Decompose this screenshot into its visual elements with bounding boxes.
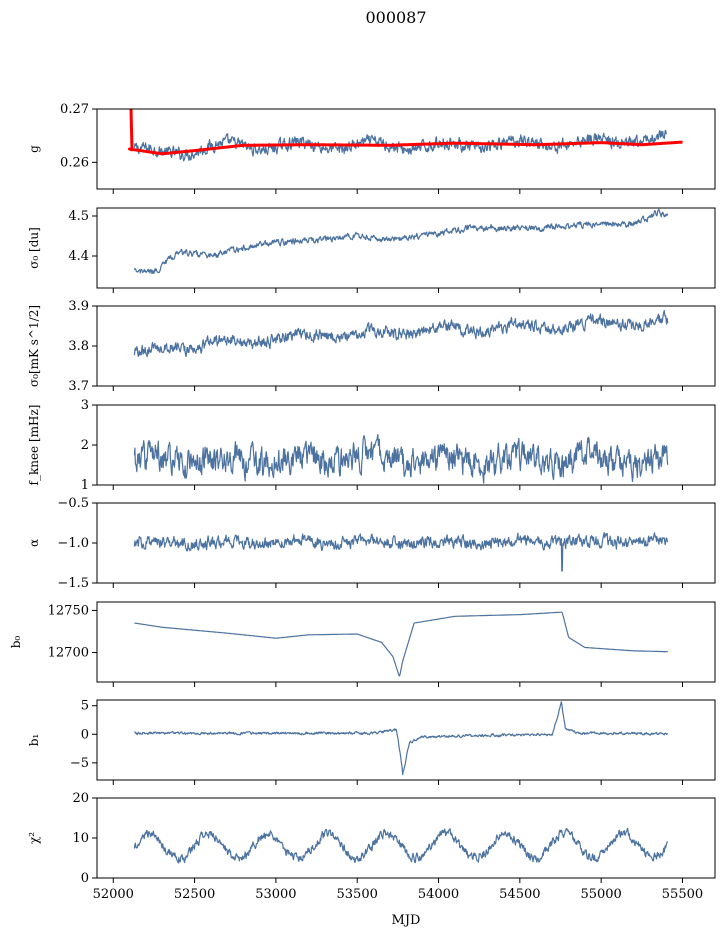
panels: 0.26 0.27 g 4.4 4.5 σ₀ [du] 3.7 3.8 3.9 σ₀[mK s^1…	[9, 102, 716, 902]
y-tick-label: 20	[72, 791, 89, 806]
x-axis-label: MJD	[392, 913, 421, 928]
panel-frame	[96, 699, 716, 781]
x-tick-label: 52500	[174, 887, 215, 902]
y-tick-label: 10	[72, 831, 89, 846]
series-line	[134, 611, 668, 677]
x-tick-label: 53500	[337, 887, 378, 902]
y-tick-label: 3.7	[68, 379, 89, 394]
series-line	[133, 701, 668, 776]
y-axis-label: σ₀[mK s^1/2]	[27, 305, 41, 387]
x-tick-label: 55500	[662, 887, 703, 902]
y-tick-label: 3	[81, 398, 89, 413]
series-line	[133, 532, 669, 572]
y-tick-label: −1.0	[57, 536, 89, 551]
x-tick-label: 53000	[255, 887, 296, 902]
panel-3: 3.7 3.8 3.9 σ₀[mK s^1/2]	[27, 299, 716, 394]
y-tick-label: 2	[81, 438, 89, 453]
y-axis-label: χ²	[27, 832, 41, 844]
y-axis-label: g	[27, 145, 41, 153]
x-tick-label: 52000	[93, 887, 134, 902]
panel-frame	[96, 601, 716, 683]
x-tick-label: 54500	[499, 887, 540, 902]
figure-title: 000087	[365, 8, 426, 27]
panel-6: 12700 12750 b₀	[9, 601, 716, 687]
y-tick-label: 5	[81, 699, 89, 714]
y-tick-label: 4.4	[68, 249, 89, 264]
y-tick-label: 0	[81, 727, 89, 742]
panel-frame	[96, 207, 716, 289]
y-tick-label: 0	[81, 871, 89, 886]
y-tick-label: 12750	[48, 603, 89, 618]
y-axis-label: b₀	[9, 636, 23, 649]
panel-frame	[96, 108, 716, 190]
x-tick-label: 55000	[580, 887, 621, 902]
panel-1: 0.26 0.27 g	[27, 102, 716, 194]
y-tick-label: 0.26	[60, 155, 89, 170]
y-tick-label: 12700	[48, 646, 89, 661]
y-tick-label: −0.5	[57, 496, 89, 511]
y-tick-label: −1.5	[57, 576, 89, 591]
y-tick-label: 4.5	[68, 209, 89, 224]
y-axis-label: f_knee [mHz]	[27, 405, 41, 486]
x-tick-label: 54000	[418, 887, 459, 902]
series-line	[133, 827, 668, 864]
y-tick-label: −5	[70, 756, 89, 771]
panel-7: −5 0 5 b₁	[27, 699, 716, 785]
series-line	[133, 434, 669, 484]
panel-4: 1 2 3 f_knee [mHz]	[27, 398, 716, 493]
panel-frame	[96, 797, 716, 879]
y-tick-label: 3.9	[68, 299, 89, 314]
y-tick-label: 1	[81, 478, 89, 493]
panel-8: 0 10 20 χ²	[27, 791, 716, 886]
series-line	[133, 208, 669, 275]
panel-2: 4.4 4.5 σ₀ [du]	[27, 207, 716, 293]
panel-5: −1.5 −1.0 −0.5 α	[27, 496, 716, 591]
y-axis-label: σ₀ [du]	[27, 227, 41, 269]
series-line	[133, 310, 669, 358]
y-tick-label: 3.8	[68, 339, 89, 354]
y-axis-label: α	[27, 539, 41, 547]
y-tick-label: 0.27	[60, 102, 89, 117]
fit-line	[128, 109, 684, 156]
y-axis-label: b₁	[27, 734, 41, 747]
